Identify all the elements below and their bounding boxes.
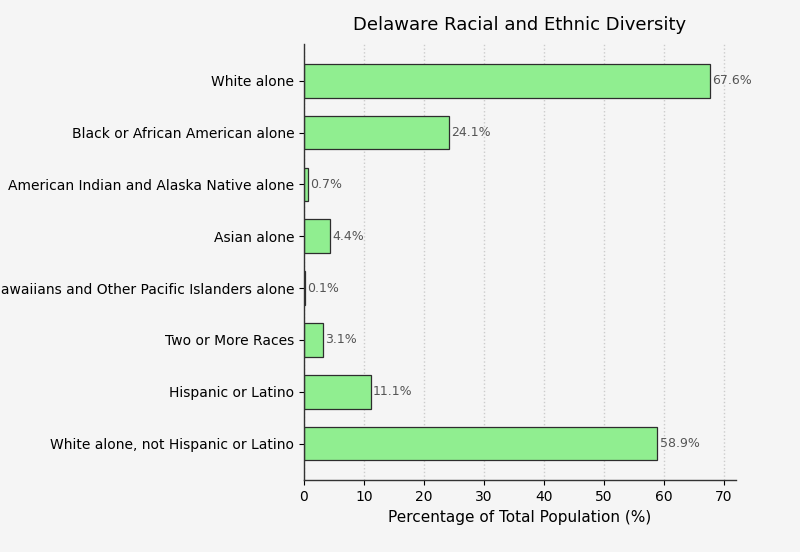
Bar — [304, 375, 370, 408]
Text: 67.6%: 67.6% — [712, 75, 752, 87]
Text: 0.1%: 0.1% — [307, 282, 339, 295]
Text: 3.1%: 3.1% — [325, 333, 357, 347]
Bar — [304, 323, 322, 357]
Title: Delaware Racial and Ethnic Diversity: Delaware Racial and Ethnic Diversity — [354, 16, 686, 34]
Bar — [304, 116, 449, 150]
Text: 58.9%: 58.9% — [660, 437, 700, 450]
Text: 0.7%: 0.7% — [310, 178, 342, 191]
Bar — [304, 168, 308, 201]
Bar — [304, 427, 658, 460]
Bar — [304, 220, 330, 253]
Bar — [304, 64, 710, 98]
Text: 24.1%: 24.1% — [451, 126, 490, 139]
Text: 11.1%: 11.1% — [373, 385, 413, 398]
X-axis label: Percentage of Total Population (%): Percentage of Total Population (%) — [388, 509, 652, 524]
Text: 4.4%: 4.4% — [333, 230, 365, 243]
